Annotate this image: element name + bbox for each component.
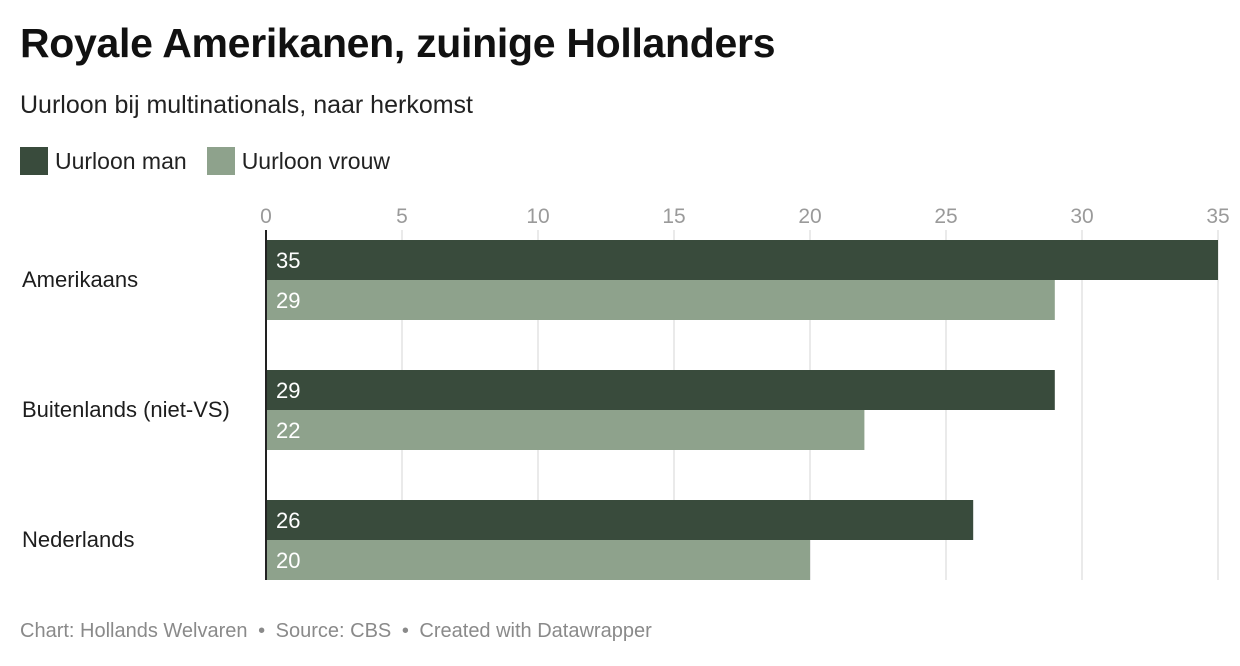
x-tick-label: 0	[260, 205, 272, 228]
category-label: Nederlands	[22, 527, 135, 552]
bar	[266, 240, 1218, 280]
category-label: Buitenlands (niet-VS)	[22, 397, 230, 422]
bar	[266, 540, 810, 580]
chart-title: Royale Amerikanen, zuinige Hollanders	[20, 20, 776, 66]
legend-item-vrouw: Uurloon vrouw	[206, 147, 390, 175]
bar-chart: 0 5 10 15 20 25 30 35 Amerikaans 35 29 Buitenlands …	[22, 205, 1230, 580]
footer-source: Source: CBS	[275, 620, 392, 642]
bar	[266, 500, 974, 540]
legend: Uurloon man Uurloon vrouw	[20, 147, 410, 175]
x-tick-label: 25	[934, 205, 957, 228]
x-tick-label: 15	[662, 205, 685, 228]
bar-value-label: 35	[276, 248, 300, 273]
x-tick-label: 5	[396, 205, 408, 228]
bar	[266, 370, 1055, 410]
x-tick-label: 35	[1206, 205, 1229, 228]
footer-credit: Chart: Hollands Welvaren	[20, 620, 248, 642]
legend-item-man: Uurloon man	[20, 147, 187, 175]
footer-created-with: Created with Datawrapper	[419, 620, 652, 642]
category-label: Amerikaans	[22, 267, 138, 292]
legend-swatch-vrouw	[206, 147, 235, 175]
legend-swatch-man	[20, 147, 48, 175]
footer: Chart: Hollands Welvaren • Source: CBS •…	[20, 620, 652, 643]
footer-separator: •	[258, 620, 266, 642]
legend-label-vrouw: Uurloon vrouw	[241, 147, 390, 174]
bar-value-label: 26	[276, 508, 300, 533]
bar-value-label: 29	[276, 288, 300, 313]
chart-subtitle: Uurloon bij multinationals, naar herkoms…	[20, 91, 473, 119]
x-tick-label: 10	[526, 205, 549, 228]
footer-separator: •	[401, 620, 409, 642]
bar	[266, 410, 865, 450]
bar-value-label: 20	[276, 548, 300, 573]
legend-label-man: Uurloon man	[55, 147, 187, 174]
x-tick-label: 20	[798, 205, 821, 228]
bar-value-label: 22	[276, 418, 300, 443]
x-tick-label: 30	[1070, 205, 1093, 228]
bar	[266, 280, 1055, 320]
bar-value-label: 29	[276, 378, 300, 403]
